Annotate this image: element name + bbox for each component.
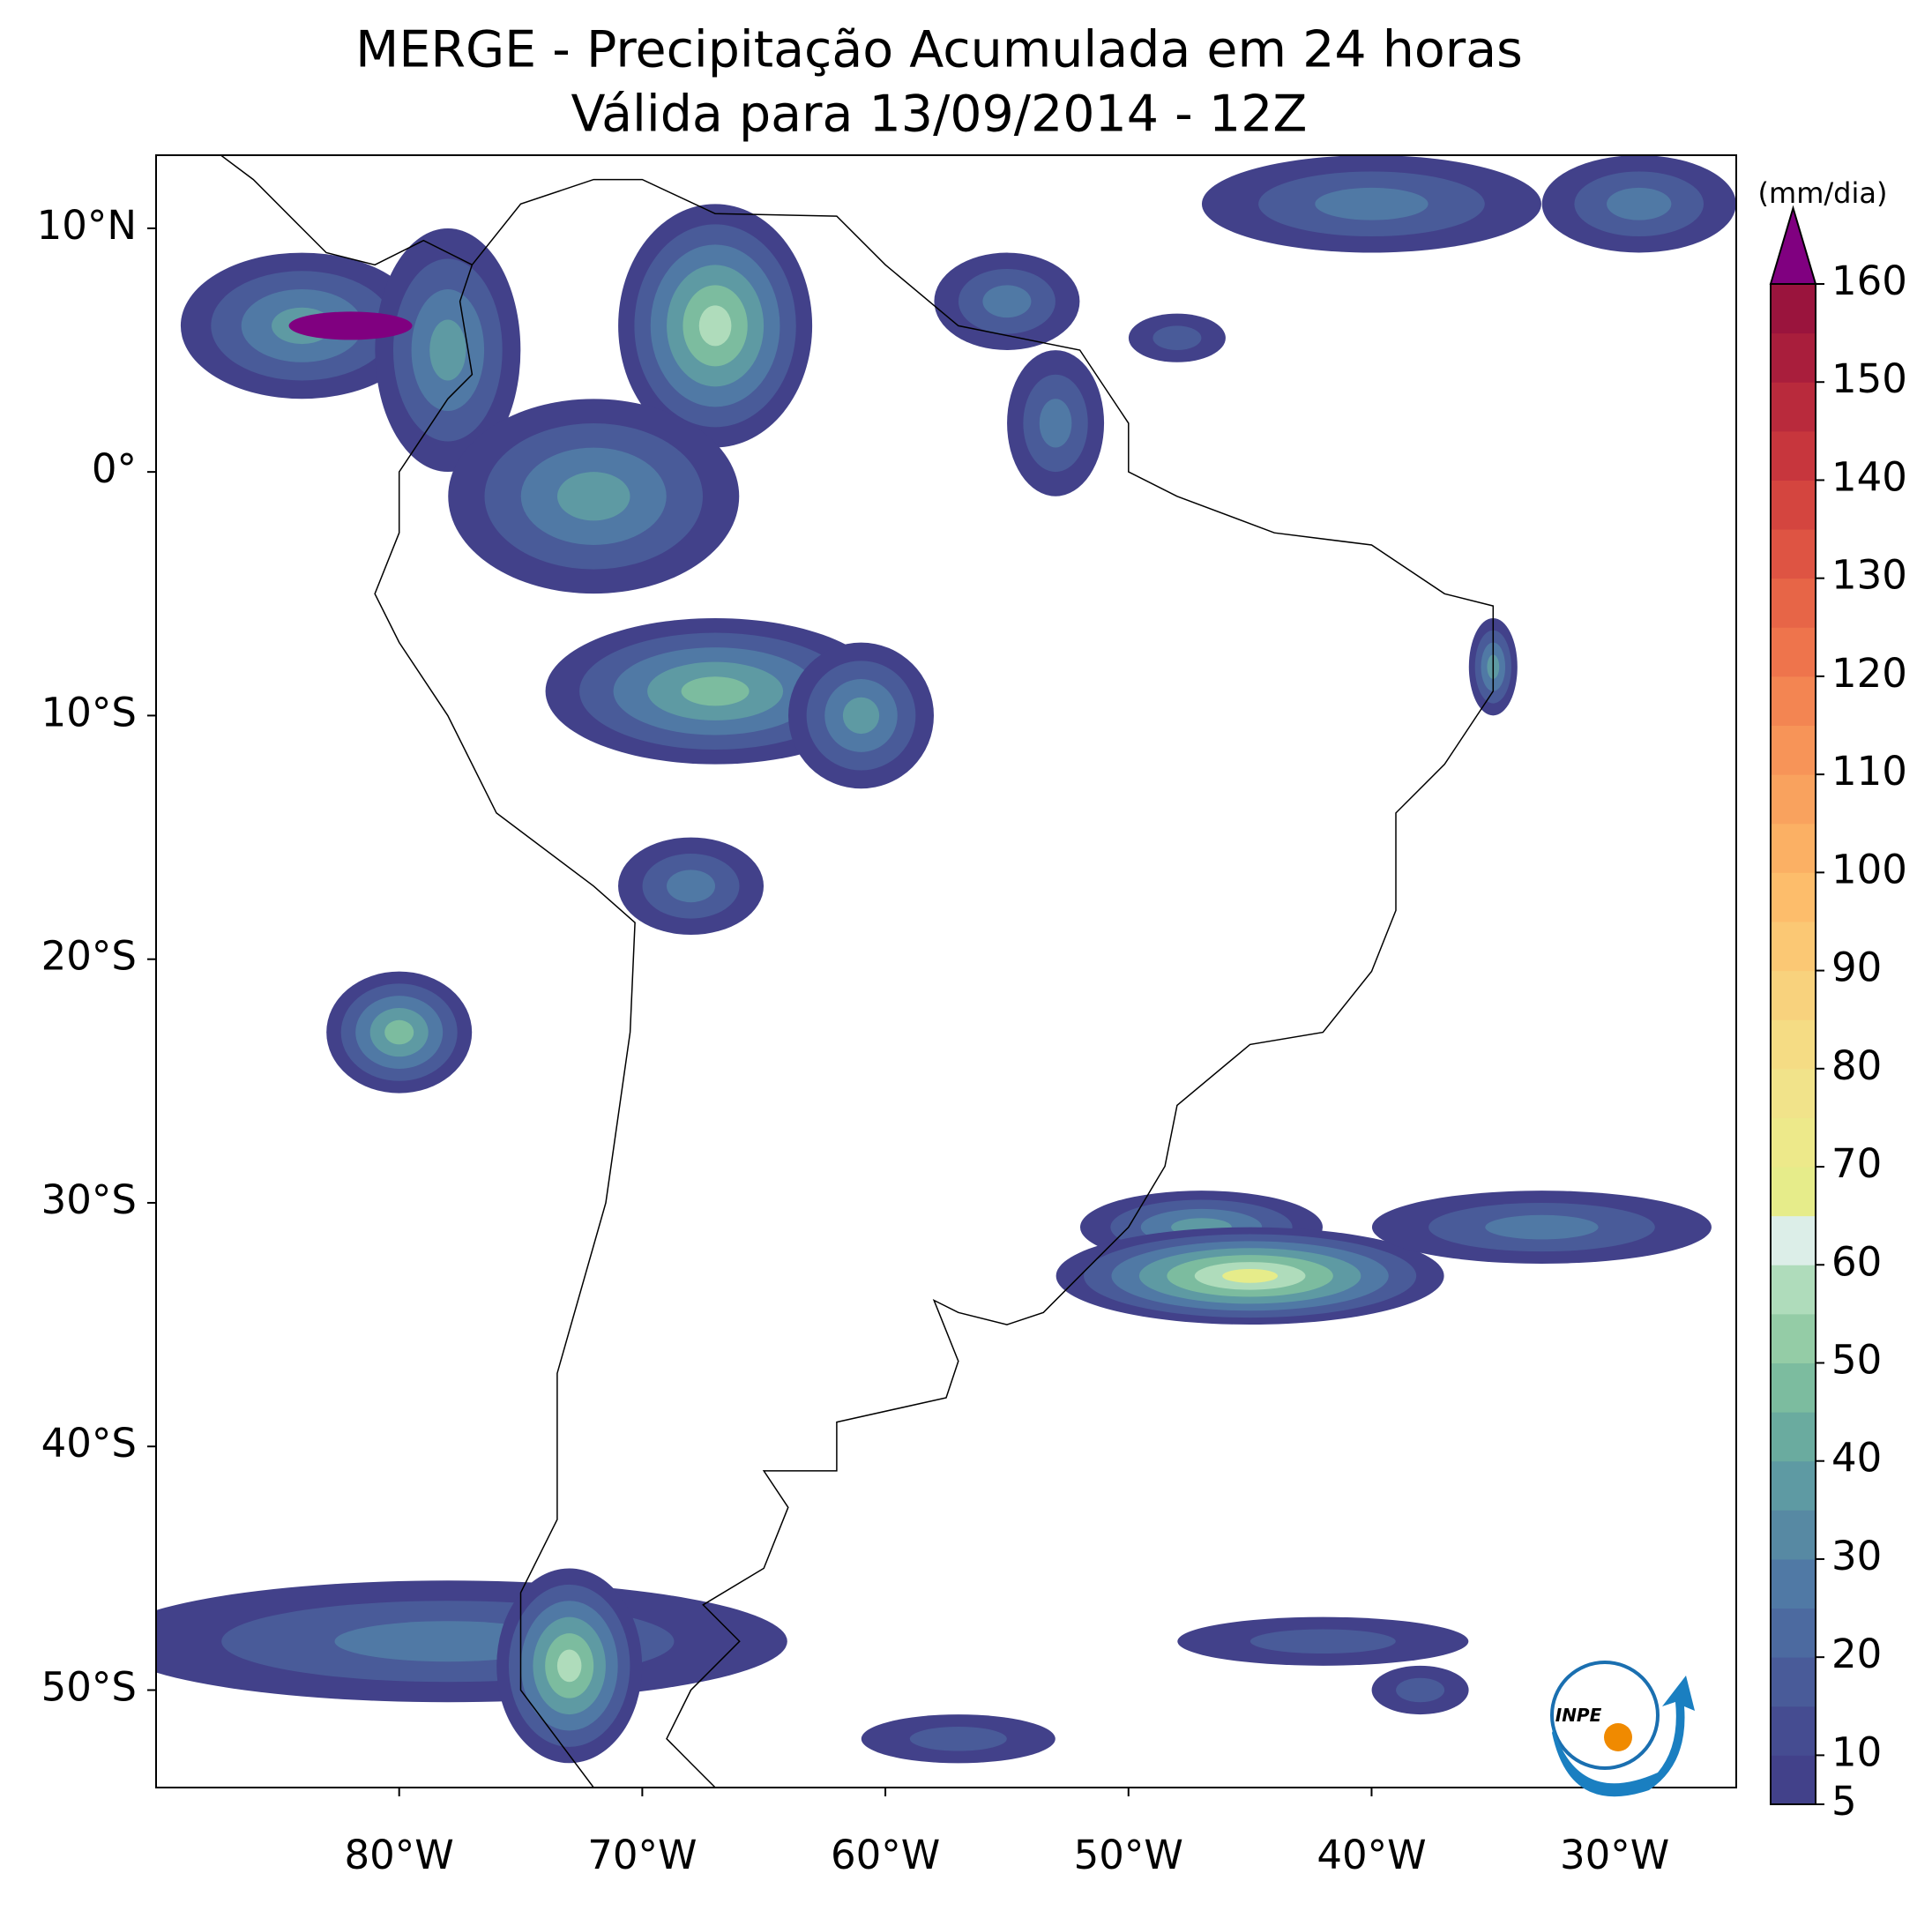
- y-tick-label: 50°S: [41, 1663, 137, 1710]
- logo-dot: [1604, 1723, 1632, 1751]
- colorbar-band: [1771, 627, 1816, 677]
- precip-area: [667, 870, 716, 903]
- y-tick-label: 10°S: [41, 689, 137, 735]
- y-tick-label: 30°S: [41, 1176, 137, 1223]
- precip-area: [556, 472, 630, 521]
- colorbar-band: [1771, 1019, 1816, 1070]
- logo: INPE: [1550, 1661, 1695, 1797]
- colorbar-band: [1771, 480, 1816, 530]
- colorbar-band: [1771, 1215, 1816, 1265]
- colorbar-tick-label: 50: [1831, 1336, 1882, 1383]
- precip-area: [885, 1788, 1128, 1836]
- precip-area: [982, 285, 1032, 318]
- precip-area: [1607, 187, 1672, 220]
- precip-area: [1396, 1677, 1445, 1703]
- x-tick-label: 30°W: [1560, 1832, 1669, 1878]
- x-tick-label: 40°W: [1317, 1832, 1426, 1878]
- colorbar-band: [1771, 872, 1816, 922]
- precip-area: [1039, 399, 1072, 448]
- colorbar-tick-label: 10: [1831, 1728, 1882, 1775]
- precip-area: [681, 676, 750, 706]
- colorbar-band: [1771, 970, 1816, 1020]
- colorbar-band: [1771, 284, 1816, 334]
- colorbar-tick-label: 90: [1831, 944, 1882, 991]
- x-tick-label: 50°W: [1074, 1832, 1183, 1878]
- logo-text: INPE: [1555, 1705, 1602, 1726]
- title: MERGE - Precipitação Acumulada em 24 hor…: [355, 21, 1523, 79]
- colorbar-band: [1771, 1362, 1816, 1413]
- logo-ring: [1550, 1661, 1660, 1770]
- colorbar-tick-label: 100: [1831, 846, 1907, 892]
- colorbar-band: [1771, 1706, 1816, 1756]
- precip-peak: [288, 311, 413, 340]
- colorbar-band: [1771, 529, 1816, 579]
- logo-arrow: [1552, 1676, 1695, 1797]
- precip-area: [1152, 325, 1202, 351]
- precip-area: [384, 1019, 414, 1045]
- colorbar-tick-label: 160: [1831, 258, 1907, 304]
- y-tick-label: 0°: [92, 445, 137, 492]
- colorbar-tick-label: 120: [1831, 650, 1907, 697]
- colorbar-tick-label: 30: [1831, 1533, 1882, 1579]
- colorbar-tick-label: 80: [1831, 1042, 1882, 1089]
- colorbar-tick-label: 5: [1831, 1778, 1857, 1825]
- colorbar-band: [1771, 578, 1816, 628]
- colorbar-band: [1771, 1068, 1816, 1118]
- precip-area: [1315, 187, 1428, 220]
- y-tick-label: 40°S: [41, 1420, 137, 1467]
- colorbar-tick-label: 130: [1831, 552, 1907, 599]
- colorbar-tick-label: 150: [1831, 355, 1907, 402]
- y-tick-label: 10°N: [37, 202, 137, 249]
- colorbar-tick-label: 70: [1831, 1140, 1882, 1187]
- colorbar-band: [1771, 1460, 1816, 1511]
- colorbar-band: [1771, 921, 1816, 972]
- precip-area: [1222, 1268, 1279, 1283]
- x-tick-label: 80°W: [345, 1832, 454, 1878]
- precip-area: [698, 305, 732, 347]
- colorbar-band: [1771, 1117, 1816, 1168]
- colorbar-frame: [1770, 283, 1816, 1805]
- precip-area: [429, 319, 466, 381]
- colorbar-band: [1771, 382, 1816, 432]
- map-frame: [155, 154, 1737, 1788]
- x-tick-label: 70°W: [587, 1832, 697, 1878]
- colorbar-band: [1771, 1608, 1816, 1658]
- precip-area: [842, 697, 880, 735]
- colorbar-band: [1771, 676, 1816, 727]
- colorbar-band: [1771, 1167, 1816, 1217]
- colorbar-band: [1771, 1510, 1816, 1560]
- precip-area: [1249, 1629, 1396, 1654]
- colorbar-label: (mm/dia): [1758, 176, 1888, 210]
- colorbar-band: [1771, 823, 1816, 873]
- precip-area: [1485, 1214, 1599, 1240]
- x-tick-label: 60°W: [831, 1832, 940, 1878]
- colorbar-band: [1771, 1313, 1816, 1363]
- colorbar-band: [1771, 1657, 1816, 1707]
- y-tick-label: 20°S: [41, 933, 137, 980]
- colorbar-band: [1771, 1265, 1816, 1315]
- colorbar-band: [1771, 430, 1816, 481]
- coastline: [220, 155, 1495, 1788]
- colorbar-tick-label: 110: [1831, 748, 1907, 795]
- colorbar-tick-label: 40: [1831, 1435, 1882, 1482]
- colorbar-band: [1771, 1755, 1816, 1805]
- colorbar-tick-label: 60: [1831, 1238, 1882, 1285]
- colorbar-band: [1771, 1558, 1816, 1609]
- precip-area: [909, 1726, 1007, 1751]
- colorbar-band: [1771, 332, 1816, 383]
- map-layer: [156, 155, 1736, 1836]
- colorbar-extend: [1769, 205, 1817, 285]
- colorbar-band: [1771, 774, 1816, 825]
- precip-area: [946, 1800, 1068, 1825]
- colorbar-tick-label: 20: [1831, 1631, 1882, 1677]
- subtitle: Válida para 13/09/2014 - 12Z: [571, 86, 1308, 144]
- colorbar-tick-label: 140: [1831, 453, 1907, 500]
- precip-area: [556, 1649, 582, 1683]
- map: [155, 154, 1737, 1836]
- colorbar-band: [1771, 1412, 1816, 1462]
- colorbar-band: [1771, 725, 1816, 775]
